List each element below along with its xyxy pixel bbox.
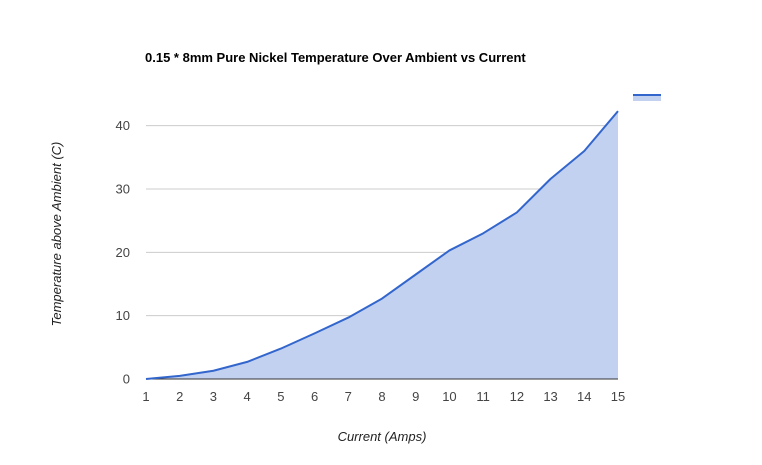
data-point bbox=[245, 360, 249, 364]
series-line bbox=[145, 110, 619, 380]
x-tick-label: 13 bbox=[543, 389, 557, 404]
data-point bbox=[279, 347, 283, 351]
data-point bbox=[313, 331, 317, 335]
data-point bbox=[515, 210, 519, 214]
y-tick-label: 30 bbox=[116, 182, 130, 197]
data-point bbox=[582, 149, 586, 153]
data-point bbox=[616, 109, 620, 113]
y-axis-label: Temperature above Ambient (C) bbox=[49, 142, 64, 327]
data-point bbox=[414, 273, 418, 277]
data-point bbox=[144, 377, 148, 381]
y-tick-label: 20 bbox=[116, 245, 130, 260]
x-tick-label: 8 bbox=[378, 389, 385, 404]
x-tick-label: 2 bbox=[176, 389, 183, 404]
data-point bbox=[549, 177, 553, 181]
data-point bbox=[211, 369, 215, 373]
x-tick-label: 3 bbox=[210, 389, 217, 404]
x-tick-label: 14 bbox=[577, 389, 591, 404]
data-point bbox=[380, 297, 384, 301]
x-tick-label: 10 bbox=[442, 389, 456, 404]
y-tick-label: 40 bbox=[116, 118, 130, 133]
data-point bbox=[447, 248, 451, 252]
data-point bbox=[178, 374, 182, 378]
x-tick-label: 9 bbox=[412, 389, 419, 404]
x-tick-label: 15 bbox=[611, 389, 625, 404]
legend-swatch-fill bbox=[633, 95, 661, 101]
x-axis-label: Current (Amps) bbox=[338, 429, 427, 444]
x-tick-label: 7 bbox=[345, 389, 352, 404]
x-tick-label: 4 bbox=[244, 389, 251, 404]
data-point bbox=[346, 316, 350, 320]
x-axis-ticks: 1 2 3 4 5 6 7 8 9 10 11 12 13 14 15 bbox=[142, 389, 625, 404]
x-tick-label: 6 bbox=[311, 389, 318, 404]
y-axis-ticks: 0 10 20 30 40 bbox=[116, 118, 130, 386]
chart-title: 0.15 * 8mm Pure Nickel Temperature Over … bbox=[145, 50, 526, 65]
legend bbox=[633, 94, 661, 101]
y-tick-label: 0 bbox=[123, 372, 130, 387]
x-tick-label: 12 bbox=[510, 389, 524, 404]
series-area-fill bbox=[146, 111, 618, 379]
x-tick-label: 11 bbox=[476, 389, 490, 404]
data-point bbox=[481, 231, 485, 235]
y-tick-label: 10 bbox=[116, 308, 130, 323]
plot-area bbox=[144, 109, 620, 381]
x-tick-label: 1 bbox=[142, 389, 149, 404]
x-tick-label: 5 bbox=[277, 389, 284, 404]
